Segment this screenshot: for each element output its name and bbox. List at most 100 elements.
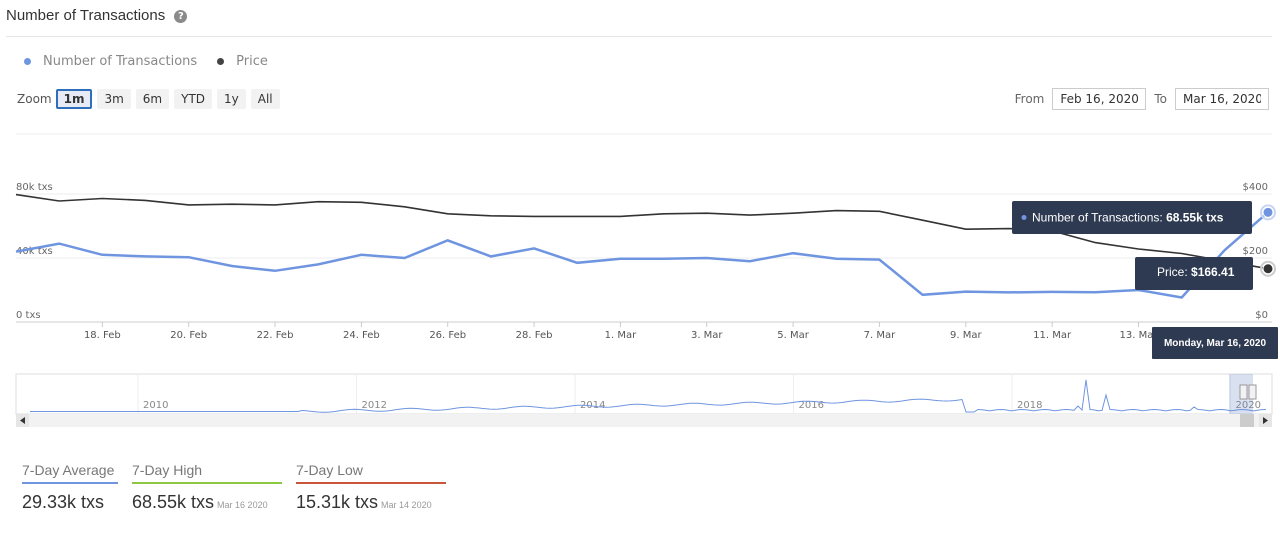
data-point[interactable] xyxy=(140,250,152,262)
navigator[interactable]: 2010 2012 2014 2016 2018 2020 xyxy=(0,370,1280,430)
hover-marker xyxy=(1262,263,1274,275)
data-point[interactable] xyxy=(442,208,454,220)
data-point[interactable] xyxy=(226,260,238,272)
stat-label: 7-Day Average xyxy=(22,462,118,484)
data-point[interactable] xyxy=(1176,292,1188,304)
data-point[interactable] xyxy=(571,257,583,269)
data-point[interactable] xyxy=(744,255,756,267)
x-tick-label: 7. Mar xyxy=(864,330,896,341)
data-point[interactable] xyxy=(658,253,670,265)
data-point[interactable] xyxy=(701,252,713,264)
data-point[interactable] xyxy=(442,234,454,246)
data-point[interactable] xyxy=(873,205,885,217)
data-point[interactable] xyxy=(226,198,238,210)
data-point[interactable] xyxy=(1089,286,1101,298)
from-date-input[interactable] xyxy=(1052,88,1147,110)
zoom-1m-button[interactable]: 1m xyxy=(55,89,93,109)
hover-marker-halo xyxy=(1260,260,1276,277)
arrow-left-icon xyxy=(20,417,25,424)
data-point[interactable] xyxy=(1046,286,1058,298)
data-point[interactable] xyxy=(183,199,195,211)
data-point[interactable] xyxy=(1089,237,1101,249)
y-left-tick-label: 40k txs xyxy=(16,246,53,257)
data-point[interactable] xyxy=(399,252,411,264)
zoom-1y-button[interactable]: 1y xyxy=(217,89,246,109)
x-tick-label: 22. Feb xyxy=(257,330,294,341)
navigator-left-handle[interactable] xyxy=(1239,384,1248,400)
scrollbar-track[interactable] xyxy=(16,414,1272,427)
y-right-tick-label: $200 xyxy=(1243,246,1268,257)
data-point[interactable] xyxy=(787,207,799,219)
navigator-right-handle[interactable] xyxy=(1248,384,1257,400)
data-point[interactable] xyxy=(269,265,281,277)
navigator-year-label: 2010 xyxy=(143,400,168,411)
data-point[interactable] xyxy=(10,189,22,201)
data-point[interactable] xyxy=(528,242,540,254)
stat-value: 29.33k txs xyxy=(22,492,105,512)
data-point[interactable] xyxy=(140,194,152,206)
data-point[interactable] xyxy=(614,253,626,265)
to-label: To xyxy=(1154,92,1167,106)
help-icon[interactable]: ? xyxy=(174,10,188,23)
hover-marker-halo xyxy=(1260,204,1276,221)
legend-item-price[interactable]: Price xyxy=(217,54,268,69)
legend-label: Price xyxy=(236,54,268,69)
hover-marker xyxy=(1262,206,1274,218)
data-point[interactable] xyxy=(1133,243,1145,255)
data-point[interactable] xyxy=(658,208,670,220)
data-point[interactable] xyxy=(355,196,367,208)
from-label: From xyxy=(1014,92,1045,106)
data-point[interactable] xyxy=(312,196,324,208)
data-point[interactable] xyxy=(873,254,885,266)
data-point[interactable] xyxy=(10,246,22,258)
data-point[interactable] xyxy=(312,258,324,270)
data-point[interactable] xyxy=(830,253,842,265)
zoom-6m-button[interactable]: 6m xyxy=(135,89,170,109)
stat-7day-high: 7-Day High 68.55k txs Mar 16 2020 xyxy=(132,462,282,513)
data-point[interactable] xyxy=(269,199,281,211)
zoom-all-button[interactable]: All xyxy=(250,89,280,109)
stat-label: 7-Day High xyxy=(132,462,282,484)
stat-date: Mar 14 2020 xyxy=(381,500,432,510)
navigator-year-label: 2018 xyxy=(1017,400,1042,411)
chart-header: Number of Transactions ? xyxy=(6,5,1272,37)
data-point[interactable] xyxy=(614,210,626,222)
data-point[interactable] xyxy=(960,286,972,298)
data-point[interactable] xyxy=(830,205,842,217)
data-point[interactable] xyxy=(744,209,756,221)
data-point[interactable] xyxy=(485,210,497,222)
transactions-line xyxy=(15,211,1269,299)
main-chart[interactable]: 0 txs 40k txs 80k txs $0 $200 $400 18. Feb 20. … xyxy=(0,130,1280,370)
zoom-3m-button[interactable]: 3m xyxy=(97,89,131,109)
data-point[interactable] xyxy=(485,250,497,262)
scrollbar-thumb[interactable] xyxy=(1240,414,1254,427)
data-point[interactable] xyxy=(53,238,65,250)
data-point[interactable] xyxy=(787,247,799,259)
tooltip: Number of Transactions: 68.55k txs Price… xyxy=(1012,201,1278,359)
data-point[interactable] xyxy=(399,201,411,213)
data-point[interactable] xyxy=(96,193,108,205)
data-point[interactable] xyxy=(355,249,367,261)
y-right-tick-label: $400 xyxy=(1243,182,1268,193)
data-point[interactable] xyxy=(701,207,713,219)
data-point[interactable] xyxy=(183,251,195,263)
data-point[interactable] xyxy=(53,195,65,207)
data-point[interactable] xyxy=(1003,286,1015,298)
to-date-input[interactable] xyxy=(1175,88,1269,110)
data-point[interactable] xyxy=(528,210,540,222)
data-point[interactable] xyxy=(1219,244,1231,256)
data-point[interactable] xyxy=(917,289,929,301)
zoom-ytd-button[interactable]: YTD xyxy=(174,89,213,109)
legend: Number of Transactions Price xyxy=(24,54,268,69)
x-tick-label: 5. Mar xyxy=(777,330,809,341)
chart-title: Number of Transactions xyxy=(6,7,166,24)
data-point[interactable] xyxy=(571,210,583,222)
navigator-grid: 2010 2012 2014 2016 2018 2020 xyxy=(137,374,1261,414)
navigator-year-label: 2020 xyxy=(1236,400,1261,411)
legend-item-transactions[interactable]: Number of Transactions xyxy=(24,54,197,69)
x-tick-label: 28. Feb xyxy=(516,330,553,341)
data-point[interactable] xyxy=(960,223,972,235)
tooltip-price-box xyxy=(1135,257,1253,290)
data-point[interactable] xyxy=(96,249,108,261)
data-point[interactable] xyxy=(917,214,929,226)
